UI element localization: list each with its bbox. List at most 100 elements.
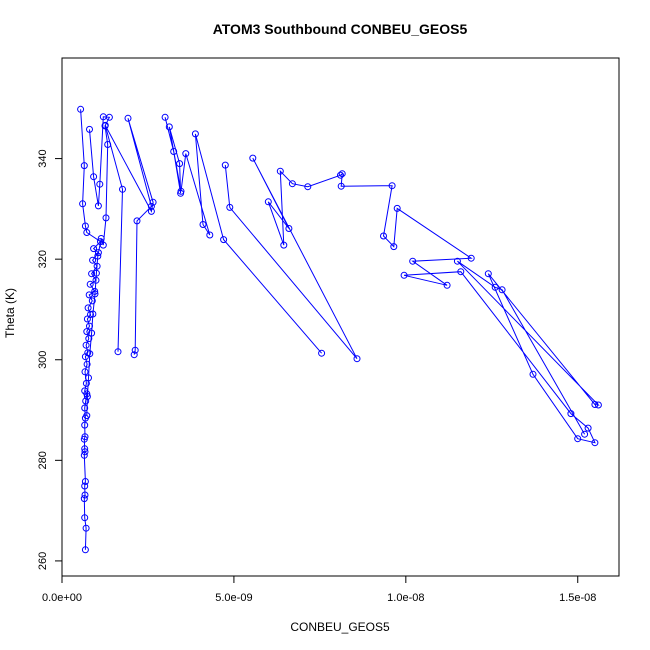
y-axis-label: Theta (K) [3,288,17,338]
x-tick-label: 1.5e-08 [559,592,596,604]
data-point [96,180,104,188]
data-point [85,335,93,343]
data-point [264,198,272,206]
data-point [591,401,599,408]
data-point [88,270,96,278]
y-tick-label: 280 [37,451,49,469]
data-point [86,280,94,288]
data-point [574,435,582,443]
data-point [457,268,465,276]
data-point [81,448,89,456]
data-point [80,162,88,170]
data-point [91,290,99,298]
data-point [83,328,91,336]
data-point [182,150,190,158]
data-point [94,252,102,260]
data-point [83,393,91,400]
y-tick-label: 320 [37,250,49,268]
data-point [390,243,398,251]
data-point [97,235,105,242]
data-point [90,245,98,253]
data-point [220,236,228,244]
series-layer [77,105,602,554]
data-point [176,160,184,168]
data-point [81,491,89,499]
data-point [338,170,346,178]
data-point [467,254,475,262]
series-line [224,157,600,444]
data-point [594,401,602,409]
data-point [82,524,90,532]
data-series [161,113,326,357]
data-point [380,232,387,240]
data-point [388,182,396,190]
data-point [147,207,155,215]
data-point [85,374,92,382]
data-point [124,114,132,122]
data-point [453,257,461,265]
data-point [199,221,207,228]
data-point [131,346,139,354]
data-point [88,329,96,337]
data-point [79,200,87,208]
data-point [276,167,284,175]
data-point [82,397,90,405]
data-point [89,256,97,264]
data-point [102,214,110,222]
data-point [99,241,107,249]
data-point [81,421,89,429]
data-point [119,185,126,193]
x-axis-label: CONBEU_GEOS5 [290,620,390,634]
data-point [83,360,91,368]
data-point [249,154,257,162]
x-tick-label: 1.0e-08 [387,592,424,604]
data-point [206,231,214,239]
data-point [491,283,499,291]
x-tick-label: 5.0e-09 [215,592,252,604]
data-point [567,410,575,418]
x-tick-label: 0.0e+00 [42,592,82,604]
data-point [304,183,312,191]
data-point [529,370,537,378]
series-line [86,116,111,416]
data-point [81,404,89,412]
data-point [591,439,599,447]
y-tick-label: 340 [37,149,49,167]
data-point [101,121,109,129]
data-point [88,297,96,305]
data-series [101,114,157,359]
data-point [221,161,229,169]
series-line [104,118,154,355]
data-point [170,148,178,155]
data-point [161,113,169,121]
data-point [80,495,88,503]
data-point [77,105,85,113]
data-point [82,341,90,349]
data-point [285,225,293,232]
data-point [114,348,122,356]
y-tick-label: 260 [37,552,49,570]
data-point [581,430,589,438]
data-point [498,286,506,294]
data-point [84,304,92,312]
plot-frame [61,57,620,577]
data-point [353,355,361,363]
data-point [86,350,94,358]
data-point [484,270,492,278]
data-point [400,271,408,279]
x-axis: 0.0e+00 5.0e-09 1.0e-08 1.5e-08 [42,575,596,604]
data-point [337,171,344,179]
data-series [77,105,104,554]
data-point [133,217,141,225]
data-point [226,203,234,211]
data-point [147,202,155,210]
data-point [288,180,296,188]
data-point [81,433,89,441]
data-point [130,351,138,359]
data-point [177,187,185,195]
data-point [94,202,102,210]
data-point [81,546,89,554]
data-point [191,130,199,138]
data-point [80,451,88,459]
